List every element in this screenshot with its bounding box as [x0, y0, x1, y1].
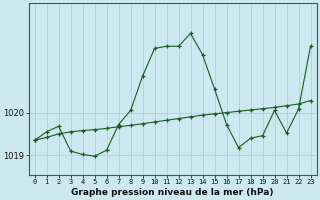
X-axis label: Graphe pression niveau de la mer (hPa): Graphe pression niveau de la mer (hPa) [71, 188, 274, 197]
